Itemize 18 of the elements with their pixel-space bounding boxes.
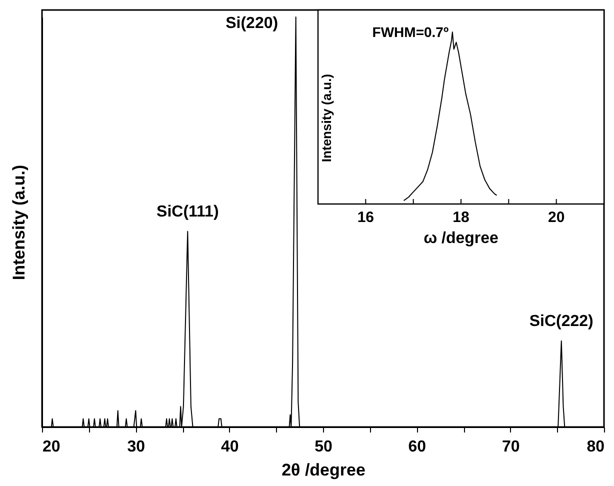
- annotation: SiC(111): [156, 203, 219, 220]
- y-axis-title: Intensity (a.u.): [10, 164, 28, 280]
- x-tick-label: 80: [586, 438, 605, 456]
- x-axis-title: 2θ /degree: [282, 460, 366, 480]
- x-tick-label: 60: [408, 438, 426, 456]
- annotation: SiC(222): [529, 312, 594, 330]
- x-axis-title: ω /degree: [424, 230, 499, 247]
- x-tick-label: 20: [548, 209, 565, 226]
- annotation: Si(220): [226, 15, 278, 32]
- x-tick-label: 20: [42, 438, 60, 456]
- x-tick-label: 18: [452, 209, 470, 226]
- x-tick-label: 30: [127, 438, 146, 456]
- x-tick-label: 50: [314, 438, 332, 456]
- x-tick-label: 70: [502, 438, 520, 456]
- annotation: FWHM=0.7º: [372, 24, 449, 40]
- y-axis-title: Intensity (a.u.): [319, 74, 334, 162]
- x-tick-label: 40: [220, 438, 239, 456]
- x-tick-label: 16: [357, 209, 374, 226]
